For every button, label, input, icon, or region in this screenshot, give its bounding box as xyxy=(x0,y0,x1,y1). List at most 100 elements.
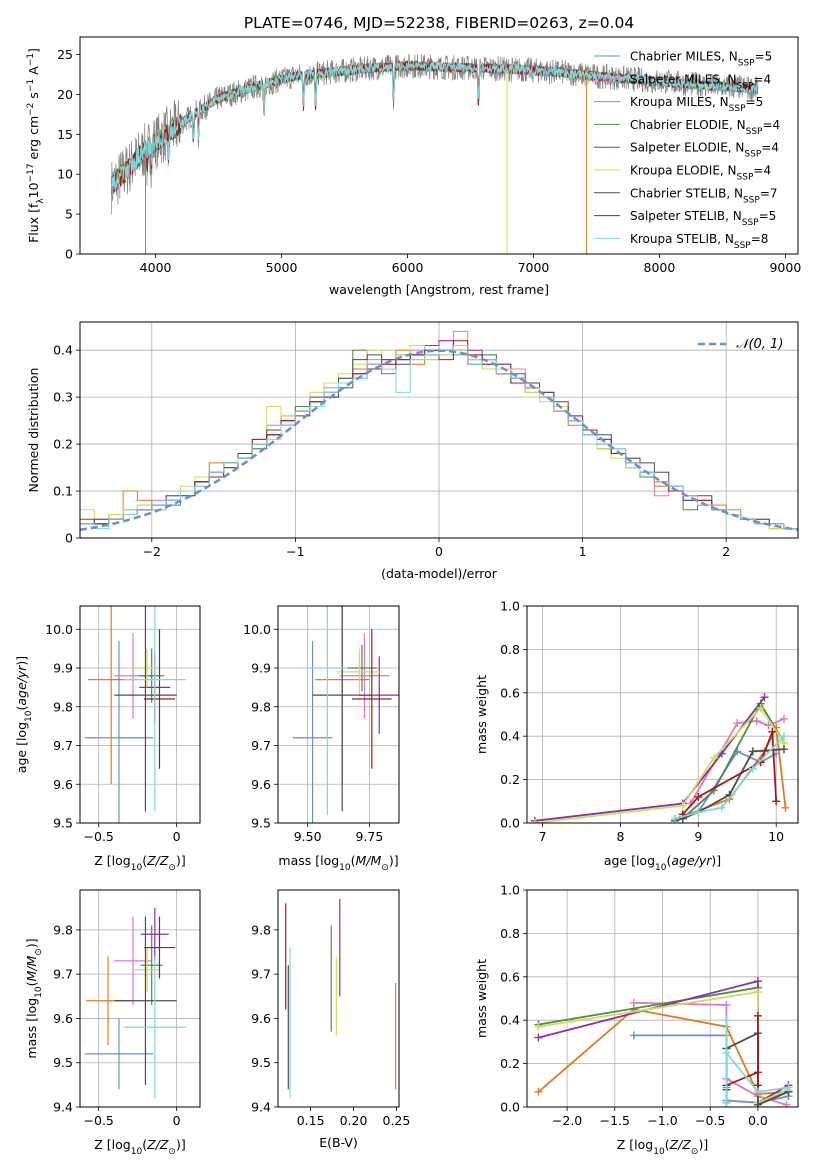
weight-series-line xyxy=(674,735,785,820)
y-tick-label: 0.8 xyxy=(500,642,520,657)
label-part: s xyxy=(26,92,41,103)
label-part: Z/Z xyxy=(146,853,169,868)
label-part: 10 xyxy=(24,710,34,722)
y-tick-label: 9.8 xyxy=(251,699,271,714)
weight-series-line xyxy=(538,990,789,1105)
weight-point xyxy=(768,727,777,736)
legend-entry: Chabrier MILES, NSSP=5 xyxy=(630,50,772,69)
axes-frame xyxy=(526,605,799,824)
y-tick-label: 9.9 xyxy=(251,661,271,676)
weight-point xyxy=(748,747,757,756)
label-part: =7 xyxy=(760,186,778,200)
axes-frame xyxy=(277,605,400,824)
spectrum-ylabel: Flux [fλ10−17 erg cm−2 s−1 A−1] xyxy=(26,48,46,243)
weight-point xyxy=(753,987,762,996)
y-tick-label: 9.8 xyxy=(53,922,73,937)
xlabel: mass [log10(M/M⊙)] xyxy=(278,853,398,873)
legend-entry: Chabrier STELIB, NSSP=7 xyxy=(630,186,778,205)
legend-entry: 𝒩(0, 1) xyxy=(736,337,783,352)
label-part: ⊙ xyxy=(168,1147,176,1157)
axes-frame xyxy=(79,36,799,255)
label-part: =4 xyxy=(761,141,779,155)
y-tick-label: 0.8 xyxy=(500,926,520,941)
y-tick-label: 0.4 xyxy=(53,343,73,358)
x-tick-label: 7000 xyxy=(518,260,550,275)
ylabel: mass weight xyxy=(474,959,489,1038)
y-tick-label: 9.6 xyxy=(251,777,271,792)
age-vs-mass-panel: 9.50 9.75 9.5 9.6 9.7 9.8 9.9 10.0 mass [log10(M… xyxy=(243,605,400,873)
label-part: −1 xyxy=(26,79,36,92)
label-part: =8 xyxy=(751,232,769,246)
label-part: age/yr xyxy=(14,665,29,706)
spectrum-xlabel: wavelength [Angstrom, rest frame] xyxy=(329,282,549,297)
y-tick-label: 10.0 xyxy=(243,622,271,637)
label-part: Z/Z xyxy=(669,1137,692,1152)
weight-point xyxy=(722,1098,731,1107)
y-tick-label: 1.0 xyxy=(500,883,520,898)
residuals-panel: −2 −1 0 1 2 0 0.1 0.2 0.3 0.4 (data-model)/error No… xyxy=(26,321,799,581)
weight-point xyxy=(760,693,769,702)
label-part: SSP xyxy=(737,173,754,183)
y-tick-label: 0.1 xyxy=(53,484,73,499)
label-part: −17 xyxy=(26,163,36,182)
weight-point xyxy=(534,1033,543,1042)
axes-frame xyxy=(277,889,400,1108)
y-tick-label: 9.5 xyxy=(53,1055,73,1070)
label-part: Z [log xyxy=(94,853,130,868)
label-part: Chabrier ELODIE, N xyxy=(630,118,746,132)
axes-frame xyxy=(79,889,201,1108)
weight-point xyxy=(733,719,742,728)
label-part: A xyxy=(26,66,41,79)
weight-point xyxy=(753,1087,762,1096)
weight-point xyxy=(772,797,781,806)
spectrum-model-chabrier-stelib xyxy=(111,61,759,193)
axes-frame xyxy=(79,605,201,824)
y-tick-label: 9.6 xyxy=(53,777,73,792)
label-part: age [log xyxy=(14,722,29,773)
label-part: )] xyxy=(698,1137,708,1152)
y-tick-label: 0.3 xyxy=(53,390,73,405)
label-part: )] xyxy=(176,853,186,868)
weight-lines xyxy=(534,977,793,1107)
label-part: 10 xyxy=(131,863,143,873)
label-part: 10 xyxy=(34,986,44,998)
label-part: ⊙ xyxy=(34,948,44,956)
y-tick-label: 9.7 xyxy=(251,738,271,753)
label-part: ( xyxy=(142,1137,147,1152)
ylabel: age [log10(age/yr)] xyxy=(14,656,34,773)
label-part: Flux [f xyxy=(26,203,41,243)
label-part: )] xyxy=(389,853,399,868)
weight-point xyxy=(753,1068,762,1077)
legend-entry: Chabrier ELODIE, NSSP=4 xyxy=(630,118,780,137)
y-tick-label: 5 xyxy=(65,207,73,222)
label-part: SSP xyxy=(744,150,761,160)
x-tick-label: −1.0 xyxy=(647,1113,677,1128)
label-part: mass [log xyxy=(278,853,339,868)
weight-point xyxy=(756,703,765,712)
weight-point xyxy=(629,1031,638,1040)
label-part: −2 xyxy=(26,103,36,116)
label-part: SSP xyxy=(737,81,754,91)
y-tick-label: 9.8 xyxy=(251,922,271,937)
label-part: SSP xyxy=(746,127,763,137)
legend-entry: Kroupa MILES, NSSP=5 xyxy=(630,95,763,114)
xlabel: Z [log10(Z/Z⊙)] xyxy=(94,1137,185,1157)
legend-entry: Kroupa ELODIE, NSSP=4 xyxy=(630,164,771,183)
y-tick-label: 0.0 xyxy=(500,1100,520,1115)
weight-point xyxy=(781,803,790,812)
x-tick-label: 9 xyxy=(694,829,702,844)
weight-point xyxy=(753,1100,762,1107)
y-tick-label: 9.7 xyxy=(53,738,73,753)
y-tick-label: 0.2 xyxy=(500,1056,520,1071)
label-part: )] xyxy=(711,853,721,868)
weight-point xyxy=(753,1011,762,1020)
label-part: =4 xyxy=(753,72,771,86)
y-tick-label: 0.6 xyxy=(500,969,520,984)
spectrum-panel: 4000 5000 6000 7000 8000 9000 0 5 10 15 20 25 wavele… xyxy=(26,36,801,297)
y-tick-label: 10.0 xyxy=(45,622,73,637)
label-part: Salpeter ELODIE, N xyxy=(630,141,744,155)
weight-point xyxy=(722,1048,731,1057)
y-tick-label: 9.6 xyxy=(53,1011,73,1026)
label-part: Z [log xyxy=(617,1137,653,1152)
